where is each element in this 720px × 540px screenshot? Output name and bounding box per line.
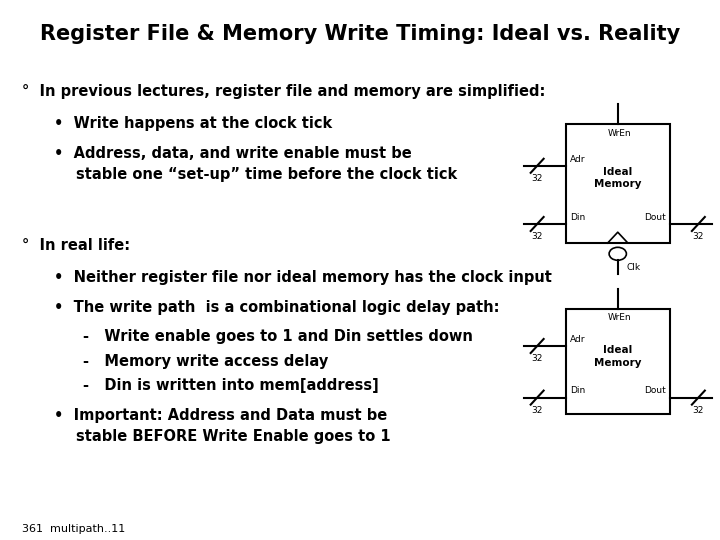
Text: 32: 32 <box>531 354 543 363</box>
Text: -   Memory write access delay: - Memory write access delay <box>83 354 328 369</box>
Text: •  The write path  is a combinational logic delay path:: • The write path is a combinational logi… <box>54 300 500 315</box>
Text: 32: 32 <box>531 232 543 241</box>
Text: •  Address, data, and write enable must be: • Address, data, and write enable must b… <box>54 146 412 161</box>
Text: WrEn: WrEn <box>608 129 631 138</box>
Text: stable BEFORE Write Enable goes to 1: stable BEFORE Write Enable goes to 1 <box>76 429 390 444</box>
Text: Dout: Dout <box>644 387 665 395</box>
Text: 32: 32 <box>693 406 704 415</box>
Text: Din: Din <box>570 213 585 222</box>
Text: stable one “set-up” time before the clock tick: stable one “set-up” time before the cloc… <box>76 167 457 183</box>
Bar <box>566 309 670 415</box>
Text: Din: Din <box>570 387 585 395</box>
Text: Ideal
Memory: Ideal Memory <box>594 167 642 190</box>
Text: Clk: Clk <box>626 263 641 272</box>
Text: •  Write happens at the clock tick: • Write happens at the clock tick <box>54 116 332 131</box>
Text: 32: 32 <box>531 174 543 183</box>
Text: Adr: Adr <box>570 154 585 164</box>
Text: -   Din is written into mem[address]: - Din is written into mem[address] <box>83 378 379 393</box>
Bar <box>566 124 670 243</box>
Text: Register File & Memory Write Timing: Ideal vs. Reality: Register File & Memory Write Timing: Ide… <box>40 24 680 44</box>
Text: WrEn: WrEn <box>608 313 631 322</box>
Text: Dout: Dout <box>644 213 665 222</box>
Text: •  Important: Address and Data must be: • Important: Address and Data must be <box>54 408 387 423</box>
Text: 361  multipath..11: 361 multipath..11 <box>22 524 125 534</box>
Text: 32: 32 <box>693 232 704 241</box>
Text: °  In real life:: ° In real life: <box>22 238 130 253</box>
Text: °  In previous lectures, register file and memory are simplified:: ° In previous lectures, register file an… <box>22 84 545 99</box>
Text: Ideal
Memory: Ideal Memory <box>594 345 642 368</box>
Text: Adr: Adr <box>570 335 585 344</box>
Text: -   Write enable goes to 1 and Din settles down: - Write enable goes to 1 and Din settles… <box>83 329 472 345</box>
Text: •  Neither register file nor ideal memory has the clock input: • Neither register file nor ideal memory… <box>54 270 552 285</box>
Text: 32: 32 <box>531 406 543 415</box>
